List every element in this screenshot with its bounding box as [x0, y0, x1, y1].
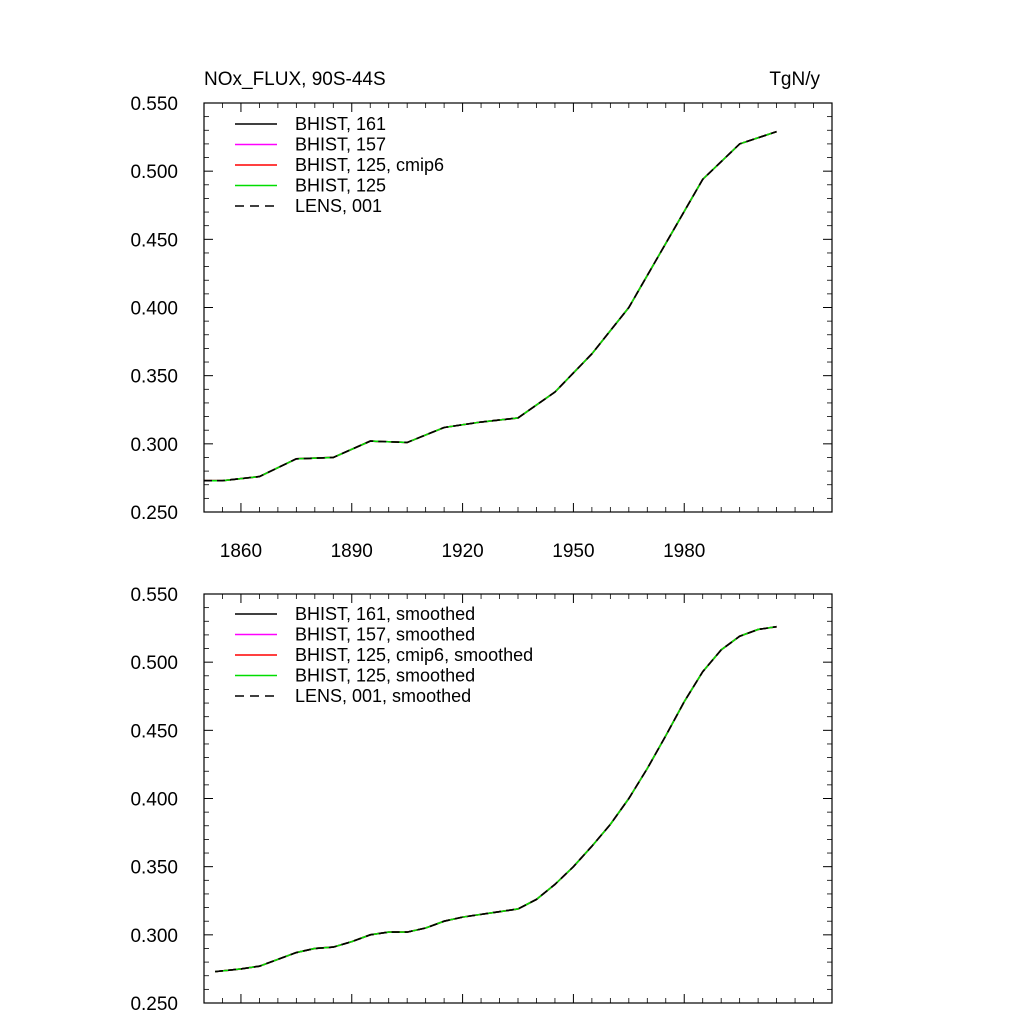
series-line [204, 130, 777, 482]
legend-label: BHIST, 161 [295, 114, 386, 134]
legend-label: BHIST, 157 [295, 135, 386, 155]
tick-layer: 0.250 0.300 0.350 0.400 0.450 0.500 0.550 1860 1… [130, 94, 833, 562]
y-tick-label: 0.550 [130, 94, 178, 115]
legend-label: BHIST, 125, smoothed [295, 666, 475, 686]
y-tick-label: 0.250 [130, 994, 178, 1015]
y-tick-label: 0.450 [130, 230, 178, 251]
x-tick-label: 1920 [441, 541, 483, 562]
y-tick-label: 0.450 [130, 721, 178, 742]
y-tick-label: 0.500 [130, 162, 178, 183]
legend-label: BHIST, 161, smoothed [295, 604, 475, 624]
units-label: TgN/y [769, 69, 820, 90]
series-line [214, 625, 777, 973]
series-layer [204, 130, 777, 482]
series-line [204, 130, 777, 482]
y-tick-label: 0.500 [130, 653, 178, 674]
y-tick-label: 0.400 [130, 790, 178, 811]
y-tick-label: 0.400 [130, 299, 178, 320]
legend-label: LENS, 001, smoothed [295, 686, 471, 706]
x-tick-label: 1860 [220, 541, 262, 562]
top-panel: NOx_FLUX, 90S-44S TgN/y 0.2500.3000.3500… [130, 69, 833, 562]
series-line [204, 130, 777, 482]
y-tick-label: 0.350 [130, 367, 178, 388]
y-tick-label: 0.300 [130, 435, 178, 456]
series-line [204, 130, 777, 482]
series-line [204, 130, 777, 482]
x-tick-label: 1890 [331, 541, 373, 562]
legend-label: LENS, 001 [295, 196, 382, 216]
bottom-panel: 0.250 0.300 0.350 0.400 0.450 0.500 0.550 BHIS… [130, 585, 833, 1015]
legend-label: BHIST, 125, cmip6 [295, 155, 444, 175]
chart-title: NOx_FLUX, 90S-44S [204, 69, 386, 90]
y-tick-label: 0.350 [130, 858, 178, 879]
y-tick-label: 0.250 [130, 503, 178, 524]
plot-frame [203, 593, 833, 1004]
tick-layer: 0.250 0.300 0.350 0.400 0.450 0.500 0.550 [130, 585, 833, 1015]
legend-label: BHIST, 125 [295, 176, 386, 196]
y-tick-label: 0.300 [130, 926, 178, 947]
legend-label: BHIST, 157, smoothed [295, 625, 475, 645]
x-tick-label: 1980 [663, 541, 705, 562]
y-tick-label: 0.550 [130, 585, 178, 606]
plot-frame [203, 102, 833, 513]
x-tick-label: 1950 [552, 541, 594, 562]
series-layer [214, 625, 777, 973]
legend-label: BHIST, 125, cmip6, smoothed [295, 645, 533, 665]
